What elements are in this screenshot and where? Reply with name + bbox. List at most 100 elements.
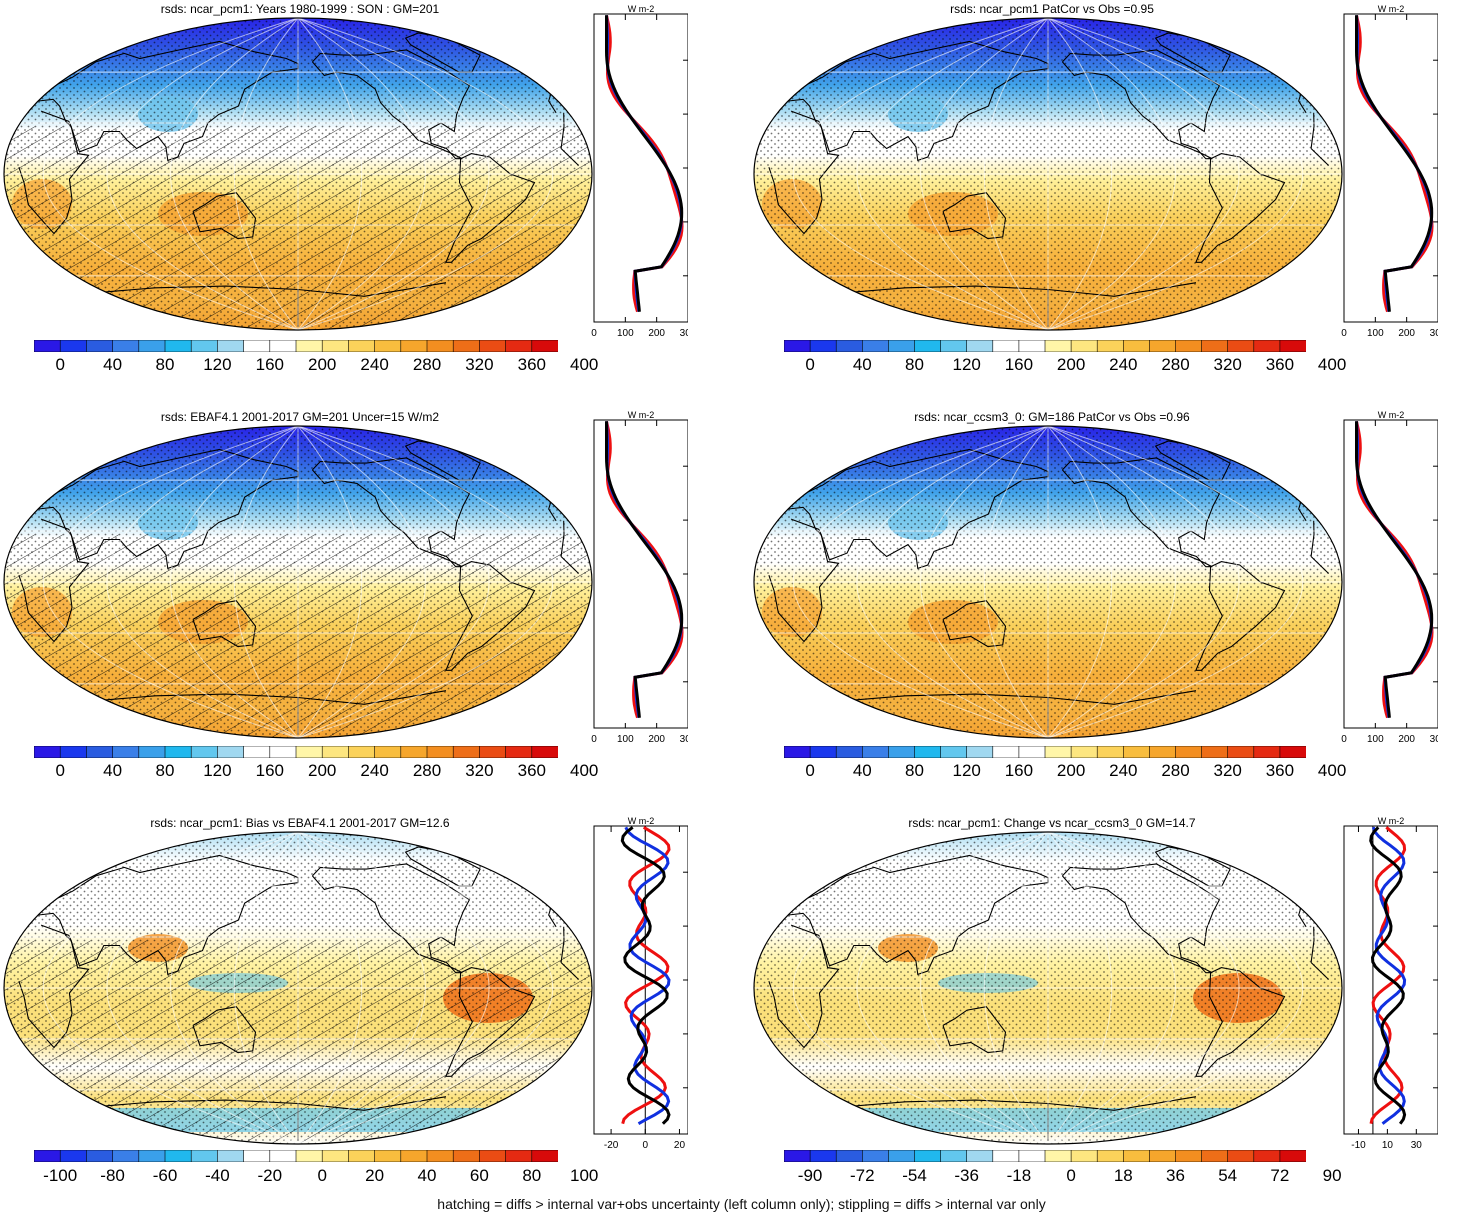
colorbar-bin xyxy=(1122,746,1151,758)
colorbar-tick-label: 80 xyxy=(522,1166,542,1185)
profile-frame xyxy=(593,13,688,323)
colorbar-tick-label: 40 xyxy=(103,355,123,374)
colorbar-tick-label: 320 xyxy=(1213,355,1242,374)
colorbar-tick-label: 80 xyxy=(155,355,175,374)
graticule xyxy=(920,18,1049,330)
colorbar-tick-label: 80 xyxy=(905,355,924,374)
graticule xyxy=(297,18,553,330)
colorbar-bin xyxy=(1175,340,1203,352)
colorbar-bin xyxy=(321,1150,350,1162)
colorbar-bin xyxy=(34,1150,62,1162)
colorbar-bin xyxy=(1253,340,1281,352)
colorbar-labels: 0 40 80 120 160 200 240 280 320 360 400 xyxy=(784,355,1346,375)
colorbar-bin xyxy=(190,746,219,758)
profile-frame xyxy=(1343,419,1438,729)
colorbar-tick-label: 40 xyxy=(852,355,872,374)
colorbar-bin xyxy=(966,1150,994,1162)
colorbar-bin xyxy=(862,1150,890,1162)
x-tick-label: 100 xyxy=(1367,328,1384,339)
colorbar-bin xyxy=(992,1150,1020,1162)
map-border xyxy=(3,831,593,1145)
colorbar-bin xyxy=(400,340,428,352)
colorbar-labels: -90 -72 -54 -36 -18 0 18 36 54 72 90 xyxy=(784,1166,1342,1186)
colorbar-bin xyxy=(348,746,376,758)
map-border xyxy=(3,17,593,331)
colorbar-bin xyxy=(34,340,62,352)
x-tick-label: 30 xyxy=(1411,1140,1423,1151)
graticule xyxy=(1047,832,1240,1144)
colorbar-bin xyxy=(452,340,481,352)
colorbar-bin xyxy=(59,746,88,758)
colorbar-bin xyxy=(269,746,297,758)
x-tick-label: 300 xyxy=(680,328,688,339)
colorbar xyxy=(34,746,558,758)
profile-line xyxy=(1355,15,1434,312)
x-tick-label: 300 xyxy=(1430,328,1438,339)
profile-line xyxy=(605,15,684,312)
colorbar-tick-label: 0 xyxy=(805,355,815,374)
colorbar-tick-label: -100 xyxy=(43,1166,78,1185)
colorbar-bin xyxy=(479,340,507,352)
colorbar-tick-label: 90 xyxy=(1322,1166,1342,1185)
colorbar-bin xyxy=(505,1150,533,1162)
colorbar-bin xyxy=(1149,1150,1177,1162)
world-map xyxy=(753,425,1343,739)
colorbar-tick-label: -80 xyxy=(100,1166,125,1185)
profile-line xyxy=(605,420,684,719)
world-map xyxy=(3,425,593,739)
colorbar-bin xyxy=(112,1150,140,1162)
colorbar-tick-label: 400 xyxy=(570,355,599,374)
profile-line xyxy=(1369,826,1407,1125)
colorbar-bin xyxy=(1044,1150,1072,1162)
colorbar-labels: 0 40 80 120 160 200 240 280 320 360 400 xyxy=(784,761,1346,781)
graticule xyxy=(297,832,490,1144)
colorbar-tick-label: 40 xyxy=(103,761,123,780)
colorbar-bin xyxy=(835,1150,864,1162)
colorbar-bin xyxy=(1227,340,1255,352)
colorbar-bin xyxy=(426,340,455,352)
profile-unit: W m-2 xyxy=(628,4,655,14)
colorbar-tick-label: 20 xyxy=(365,1166,385,1185)
graticule xyxy=(297,426,426,738)
colorbar-tick-label: -20 xyxy=(257,1166,283,1185)
colorbar-bin xyxy=(1122,340,1151,352)
colorbar-tick-label: 200 xyxy=(1056,761,1086,780)
colorbar xyxy=(784,1150,1306,1162)
x-tick-label: 0 xyxy=(1341,734,1347,745)
colorbar-bin xyxy=(138,1150,166,1162)
colorbar-bin xyxy=(217,340,245,352)
colorbar-tick-label: 160 xyxy=(1004,355,1034,374)
graticule xyxy=(856,832,1049,1144)
colorbar-bin xyxy=(940,1150,968,1162)
colorbar-bin xyxy=(269,1150,297,1162)
colorbar-bin xyxy=(1096,746,1125,758)
colorbar-tick-label: -72 xyxy=(850,1166,875,1185)
colorbar-bin xyxy=(374,1150,402,1162)
profile-line xyxy=(1355,421,1434,718)
colorbar-tick-label: 360 xyxy=(517,761,546,780)
colorbar-tick-label: 240 xyxy=(360,355,389,374)
colorbar-bin xyxy=(784,340,811,352)
colorbar-tick-label: 120 xyxy=(203,761,232,780)
graticule xyxy=(920,426,1049,738)
colorbar-bin xyxy=(295,1150,324,1162)
colorbar-bin xyxy=(531,746,558,758)
map-border xyxy=(753,831,1343,1145)
colorbar-bin xyxy=(1018,1150,1046,1162)
graticule xyxy=(106,18,299,330)
graticule xyxy=(170,832,299,1144)
colorbar-bin xyxy=(888,746,916,758)
profile-line xyxy=(620,826,671,1125)
graticule xyxy=(233,832,299,1144)
world-map xyxy=(3,831,593,1145)
map-border xyxy=(753,17,1343,331)
colorbar-bin xyxy=(1279,340,1306,352)
graticule xyxy=(1047,18,1303,330)
graticule xyxy=(297,426,363,738)
footnote: hatching = diffs > internal var+obs unce… xyxy=(437,1196,1046,1212)
graticule xyxy=(1047,832,1176,1144)
x-tick-label: 0 xyxy=(642,1140,648,1151)
colorbar xyxy=(784,340,1306,352)
panel-title: rsds: ncar_ccsm3_0: GM=186 PatCor vs Obs… xyxy=(914,410,1190,424)
